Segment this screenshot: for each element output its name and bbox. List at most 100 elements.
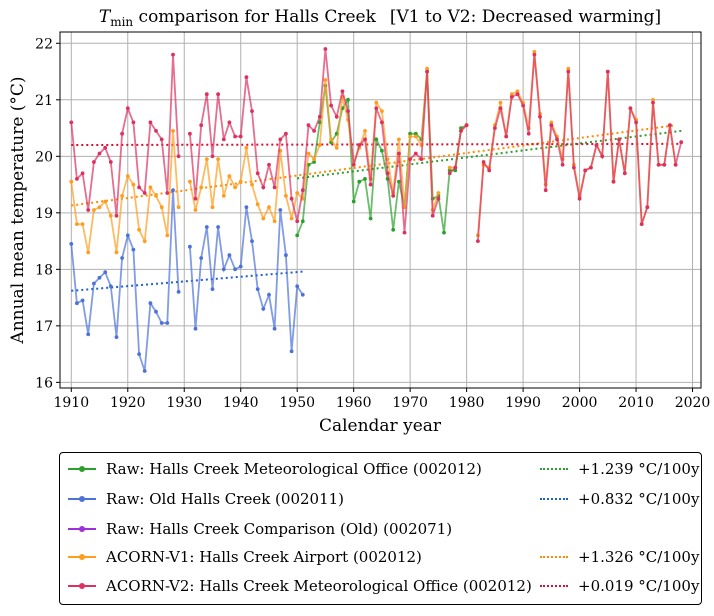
data-point [255, 287, 260, 291]
data-point [351, 162, 356, 167]
data-point [317, 114, 322, 119]
data-point [526, 131, 531, 136]
data-point [261, 307, 266, 311]
legend-item-raw-comparison-old: Raw: Halls Creek Comparison (Old) (00207… [68, 519, 452, 539]
data-point [221, 194, 226, 198]
data-point [306, 151, 311, 156]
data-point [278, 208, 283, 212]
data-point [351, 199, 356, 204]
data-point [397, 137, 401, 142]
data-point [651, 100, 655, 105]
legend-swatch-icon [68, 526, 96, 532]
data-point [374, 137, 379, 142]
data-point [210, 154, 215, 159]
data-point [329, 103, 333, 108]
data-point [120, 256, 124, 260]
data-point [216, 157, 221, 162]
data-point [425, 66, 429, 71]
data-point [238, 264, 243, 269]
data-point [357, 143, 362, 147]
data-point [227, 120, 232, 125]
y-tick-label: 21 [35, 93, 53, 109]
data-point [120, 194, 124, 198]
data-point [244, 75, 249, 80]
trend-line [71, 124, 676, 207]
x-tick-label: 2000 [562, 395, 598, 411]
legend-label: ACORN-V2: Halls Creek Meteorological Off… [106, 577, 532, 595]
data-point [346, 97, 350, 102]
data-point [334, 114, 339, 119]
data-point [216, 225, 221, 229]
data-point [69, 242, 74, 246]
x-tick-label: 1980 [449, 395, 485, 411]
y-tick-label: 16 [35, 375, 53, 391]
data-point [75, 222, 79, 227]
data-point [543, 188, 548, 193]
data-point [137, 227, 142, 232]
data-point [92, 160, 96, 164]
data-point [515, 89, 520, 94]
data-point [154, 309, 158, 314]
data-point [284, 194, 288, 198]
data-point [233, 185, 238, 190]
data-point [80, 222, 85, 227]
data-point [176, 154, 181, 159]
legend-label: Raw: Old Halls Creek (002011) [106, 490, 345, 508]
data-point [481, 160, 486, 164]
data-point [504, 134, 509, 139]
data-point [86, 332, 91, 337]
data-point [261, 185, 266, 190]
data-point [80, 298, 85, 303]
data-point [493, 126, 497, 130]
data-point [103, 270, 108, 275]
x-tick-label: 1970 [392, 395, 428, 411]
data-point [103, 199, 108, 204]
data-point [651, 97, 655, 102]
data-point [97, 151, 102, 156]
data-point [188, 131, 192, 136]
y-axis-label: Annual mean temperature (°C) [8, 76, 28, 344]
data-point [289, 349, 294, 354]
data-point [668, 123, 672, 128]
data-point [566, 66, 571, 71]
data-point [380, 148, 384, 153]
data-point [86, 250, 91, 255]
data-point [413, 151, 418, 156]
data-point [560, 162, 565, 167]
legend-item-trend-v1: +1.326 °C/100y [540, 547, 699, 567]
data-point [142, 239, 147, 244]
data-point [216, 92, 221, 97]
data-point [159, 137, 164, 142]
legend-label: Raw: Halls Creek Comparison (Old) (00207… [106, 520, 453, 538]
data-point [165, 191, 170, 195]
data-point [69, 179, 74, 184]
legend-item-raw-halls-creek-met: Raw: Halls Creek Meteorological Office (… [68, 459, 482, 479]
data-point [233, 134, 238, 139]
data-point [295, 219, 300, 224]
data-point [425, 69, 429, 74]
data-point [572, 165, 576, 170]
data-point [188, 179, 192, 184]
data-point [86, 208, 91, 212]
legend-label: ACORN-V1: Halls Creek Airport (002012) [106, 548, 422, 566]
data-point [374, 106, 379, 111]
data-point [374, 100, 379, 105]
data-point [103, 145, 108, 150]
data-point [69, 120, 74, 125]
data-point [436, 196, 441, 201]
legend-trend-swatch-icon [540, 498, 568, 500]
data-point [199, 256, 204, 260]
data-point [363, 129, 367, 133]
data-point [334, 145, 339, 150]
data-point [300, 292, 305, 297]
data-point [125, 106, 130, 111]
legend-item-trend-old: +0.832 °C/100y [540, 489, 699, 509]
x-tick-label: 1940 [223, 395, 259, 411]
data-point [250, 182, 254, 187]
y-tick-label: 17 [35, 319, 53, 335]
data-point [267, 162, 271, 167]
legend-swatch-icon [68, 466, 96, 472]
trend-line [71, 270, 303, 292]
data-point [171, 188, 175, 193]
data-point [419, 157, 424, 162]
